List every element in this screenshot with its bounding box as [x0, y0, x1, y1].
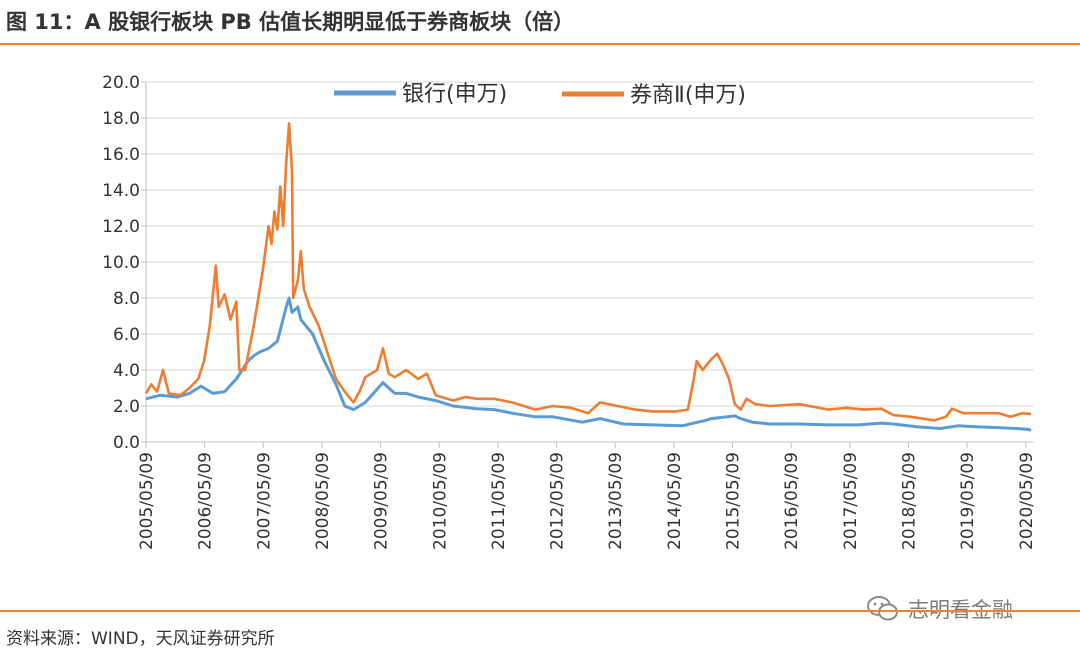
x-tick-label: 2015/05/09: [724, 452, 744, 550]
y-tick-label: 12.0: [102, 217, 140, 237]
legend-label-1: 券商Ⅱ(申万): [630, 83, 746, 108]
x-tick-label: 2016/05/09: [782, 452, 802, 550]
series-line-1: [144, 122, 1032, 422]
y-tick-label: 8.0: [113, 289, 140, 309]
y-tick-label: 6.0: [113, 325, 140, 345]
y-tick-label: 0.0: [113, 433, 140, 453]
series-line-0: [145, 296, 1032, 432]
x-tick-label: 2010/05/09: [430, 452, 450, 550]
watermark-text: 志明看金融: [908, 598, 1013, 622]
pb-line-chart: 0.0 2.0 4.0 6.0 8.0 10.0 12.0 14.0 16.0 18.0 20.0 2…: [102, 73, 1037, 550]
x-tick-label: 2005/05/09: [137, 452, 157, 550]
x-tick-label: 2008/05/09: [313, 452, 333, 550]
watermark: 志明看金融: [866, 592, 1013, 626]
y-tick-label: 4.0: [113, 361, 140, 381]
x-tick-label: 2020/05/09: [1017, 452, 1037, 550]
x-tick-label: 2019/05/09: [958, 452, 978, 550]
y-tick-label: 20.0: [102, 73, 140, 93]
x-tick-label: 2009/05/09: [372, 452, 392, 550]
axes: 0.0 2.0 4.0 6.0 8.0 10.0 12.0 14.0 16.0 18.0 20.0 2…: [102, 73, 1037, 550]
top-divider: [0, 43, 1080, 45]
figure-header: 图 11：A 股银行板块 PB 估值长期明显低于券商板块（倍）: [0, 0, 1080, 44]
x-tick-label: 2006/05/09: [196, 452, 216, 550]
y-tick-label: 18.0: [102, 109, 140, 129]
legend: 银行(申万) 券商Ⅱ(申万): [334, 82, 746, 108]
wechat-icon: [867, 596, 898, 621]
x-tick-label: 2007/05/09: [254, 452, 274, 550]
x-tick-label: 2013/05/09: [606, 452, 626, 550]
grid: [146, 81, 1034, 407]
x-tick-label: 2011/05/09: [489, 452, 509, 550]
y-tick-label: 14.0: [102, 181, 140, 201]
x-tick-label: 2018/05/09: [899, 452, 919, 550]
legend-label-0: 银行(申万): [402, 82, 507, 107]
y-tick-label: 16.0: [102, 145, 140, 165]
x-tick-label: 2012/05/09: [548, 452, 568, 550]
x-tick-label: 2014/05/09: [665, 452, 685, 550]
series: [144, 122, 1032, 432]
figure-title: 图 11：A 股银行板块 PB 估值长期明显低于券商板块（倍）: [6, 10, 575, 34]
bottom-divider: [0, 610, 1080, 612]
source-note: 资料来源：WIND，天风证券研究所: [6, 629, 275, 649]
y-tick-label: 10.0: [102, 253, 140, 273]
y-tick-label: 2.0: [113, 397, 140, 417]
x-tick-label: 2017/05/09: [841, 452, 861, 550]
